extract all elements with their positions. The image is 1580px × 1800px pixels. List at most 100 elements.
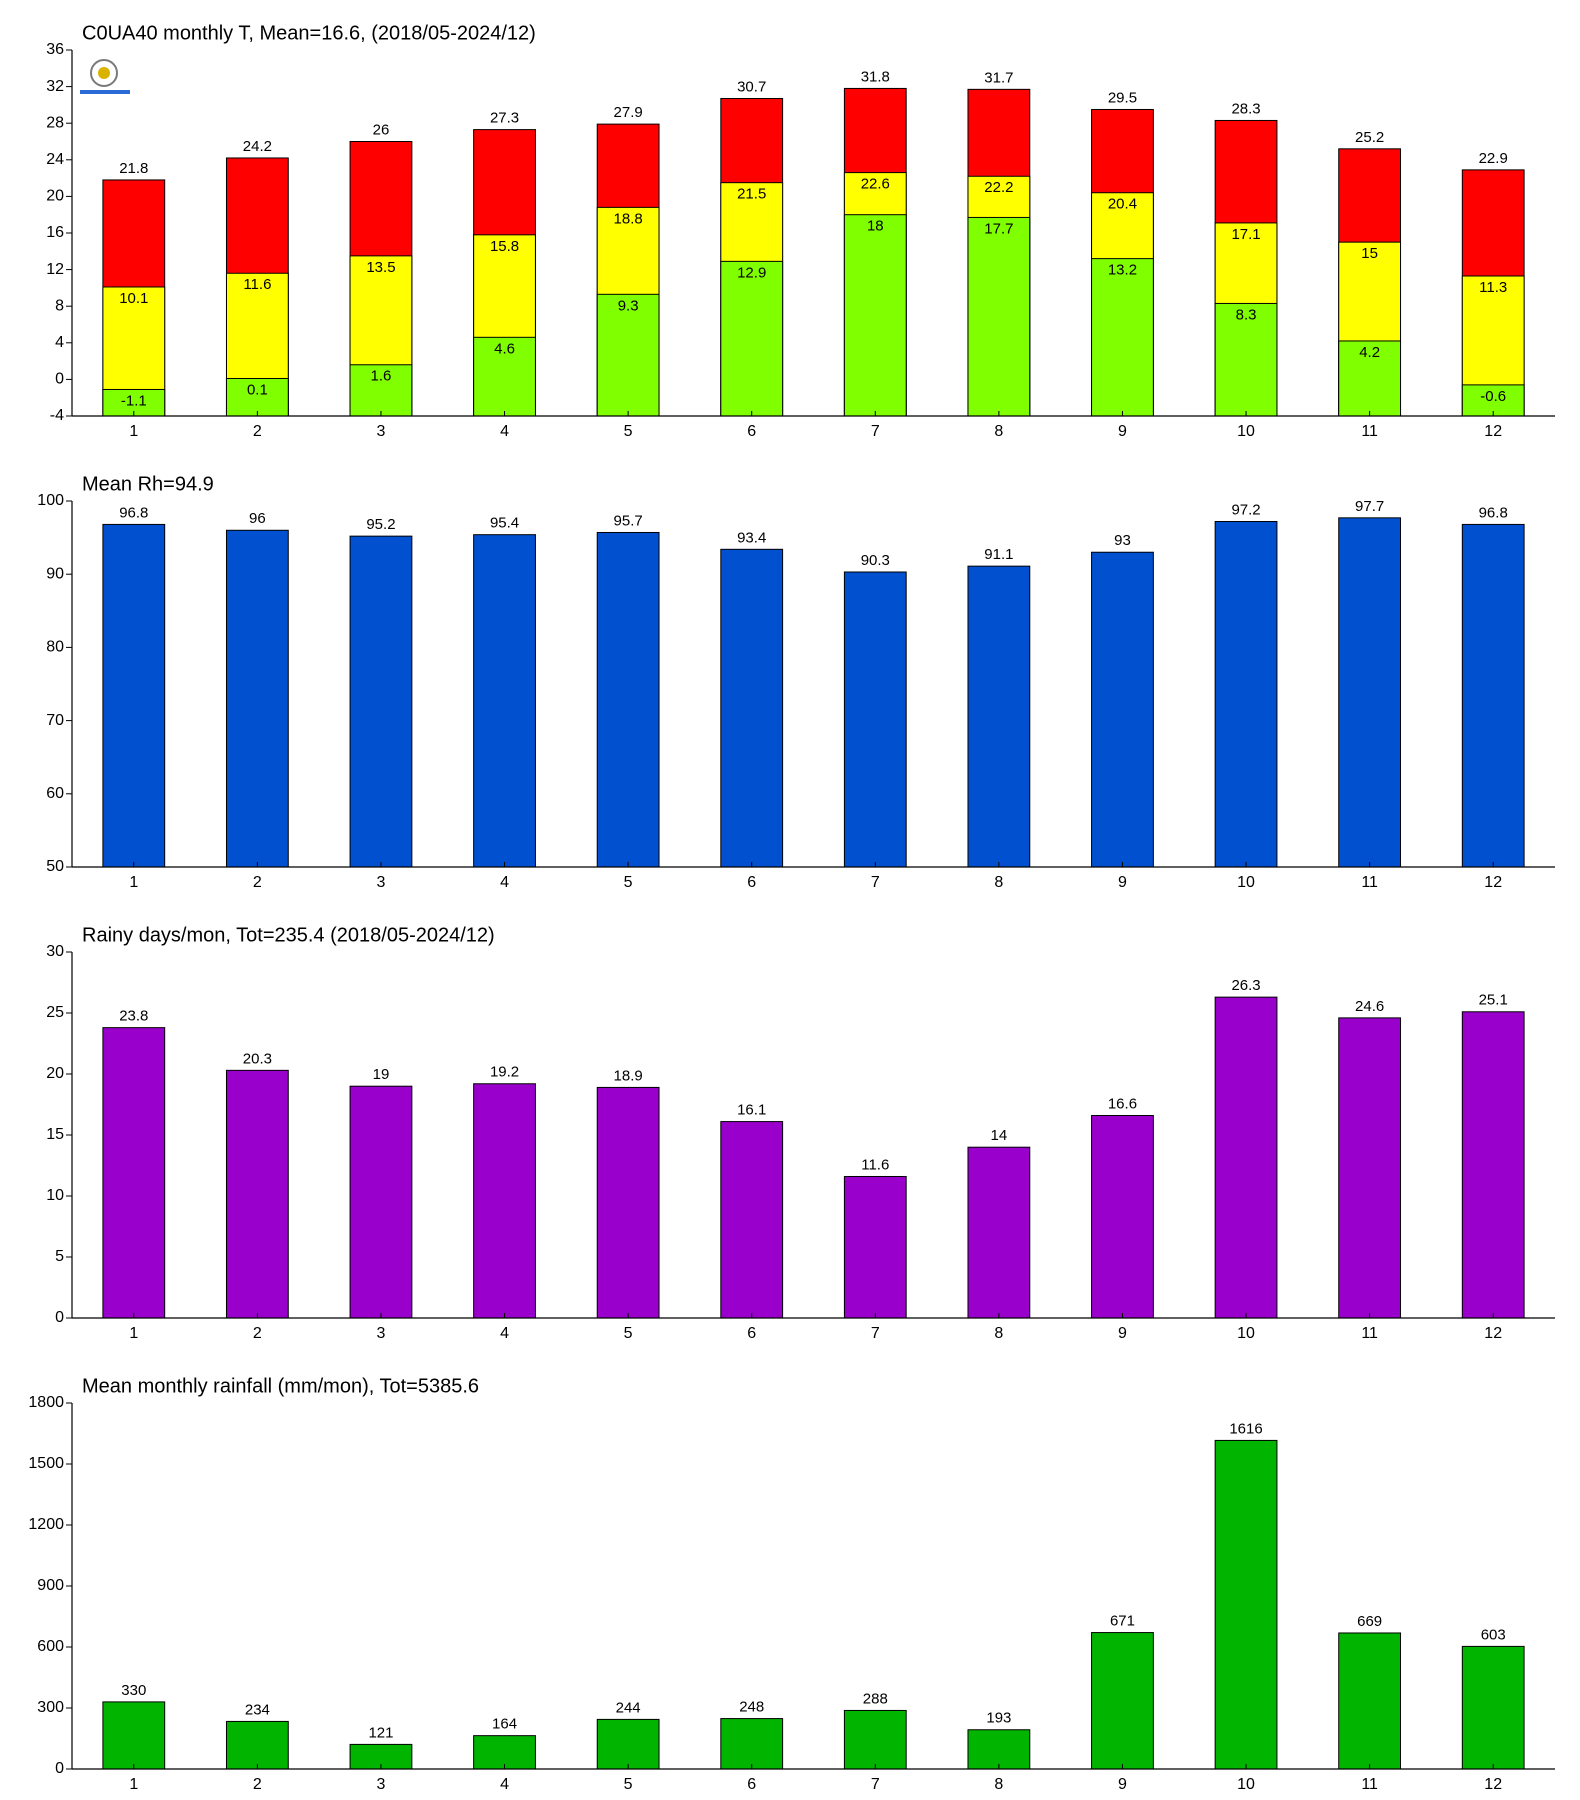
x-tick-label: 10 xyxy=(1237,1776,1255,1793)
x-tick-label: 6 xyxy=(747,874,756,891)
value-label: 603 xyxy=(1481,1626,1506,1643)
value-label: 96 xyxy=(249,510,266,527)
bar xyxy=(720,1121,784,1319)
value-label: 164 xyxy=(492,1716,517,1733)
value-label: 4.2 xyxy=(1359,344,1380,361)
bar xyxy=(1214,520,1278,868)
bar xyxy=(1214,302,1278,417)
x-tick-label: 3 xyxy=(377,1325,386,1342)
y-tick-label: 90 xyxy=(46,565,64,582)
value-label: 22.2 xyxy=(984,179,1013,196)
y-tick-label: 20 xyxy=(46,1065,64,1082)
x-tick-label: 11 xyxy=(1361,1325,1378,1342)
value-label: 18.9 xyxy=(614,1067,643,1084)
bar xyxy=(1091,1632,1154,1770)
bar xyxy=(349,364,413,417)
bar xyxy=(967,216,1031,417)
x-tick-label: 7 xyxy=(871,874,880,891)
bar xyxy=(1338,1017,1402,1319)
x-tick-label: 9 xyxy=(1118,423,1127,440)
x-tick-label: 1 xyxy=(129,1776,138,1793)
value-label: 28.3 xyxy=(1231,100,1260,117)
y-tick-label: 24 xyxy=(46,151,64,168)
chart-title: Mean monthly rainfall (mm/mon), Tot=5385… xyxy=(82,1375,479,1397)
x-tick-label: 3 xyxy=(377,874,386,891)
value-label: 19 xyxy=(373,1066,390,1083)
value-label: 95.2 xyxy=(366,516,395,533)
value-label: 244 xyxy=(616,1699,641,1716)
x-tick-label: 11 xyxy=(1361,423,1378,440)
bar xyxy=(720,548,784,868)
bar xyxy=(1338,340,1402,417)
chart-title: Mean Rh=94.9 xyxy=(82,473,214,495)
x-tick-label: 4 xyxy=(500,423,509,440)
value-label: 26.3 xyxy=(1231,977,1260,994)
chart-title: C0UA40 monthly T, Mean=16.6, (2018/05-20… xyxy=(82,22,536,44)
x-tick-label: 10 xyxy=(1237,874,1255,891)
value-label: 26 xyxy=(373,121,390,138)
y-tick-label: 12 xyxy=(46,261,64,278)
x-tick-label: 6 xyxy=(747,1776,756,1793)
value-label: 193 xyxy=(986,1710,1011,1727)
value-label: 18 xyxy=(867,218,884,235)
y-tick-label: 1200 xyxy=(28,1516,64,1533)
value-label: 11.3 xyxy=(1479,279,1507,296)
y-tick-label: 32 xyxy=(46,78,64,95)
value-label: 22.9 xyxy=(1479,150,1508,167)
y-tick-label: 70 xyxy=(46,712,64,729)
x-tick-label: 8 xyxy=(994,874,1003,891)
bar xyxy=(967,1729,1031,1770)
value-label: 95.4 xyxy=(490,515,519,532)
value-label: 671 xyxy=(1110,1613,1135,1630)
value-label: 97.2 xyxy=(1231,501,1260,518)
y-tick-label: 15 xyxy=(46,1126,64,1143)
value-label: 93.4 xyxy=(737,529,766,546)
x-tick-label: 1 xyxy=(129,1325,138,1342)
x-tick-label: 9 xyxy=(1118,1325,1127,1342)
value-label: 21.8 xyxy=(119,160,148,177)
x-tick-label: 6 xyxy=(747,423,756,440)
bar xyxy=(473,336,536,417)
value-label: 95.7 xyxy=(614,512,643,529)
bar xyxy=(225,377,289,417)
x-tick-label: 6 xyxy=(747,1325,756,1342)
x-tick-label: 2 xyxy=(253,1776,262,1793)
bar xyxy=(1461,1645,1525,1770)
bar xyxy=(349,535,413,868)
value-label: 29.5 xyxy=(1108,89,1137,106)
value-label: 97.7 xyxy=(1355,498,1384,515)
bar xyxy=(102,1701,166,1770)
value-label: 1.6 xyxy=(371,368,392,385)
value-label: 11.6 xyxy=(861,1156,889,1173)
x-tick-label: 5 xyxy=(624,423,633,440)
bar xyxy=(1091,1114,1154,1319)
bar xyxy=(1338,1632,1402,1770)
bar xyxy=(596,293,660,417)
bar xyxy=(1461,523,1525,868)
x-tick-label: 8 xyxy=(994,1325,1003,1342)
bar xyxy=(596,531,660,868)
value-label: 9.3 xyxy=(618,297,639,314)
y-tick-label: 100 xyxy=(37,492,64,509)
value-label: 11.6 xyxy=(243,276,271,293)
bar xyxy=(473,1083,536,1319)
value-label: 18.8 xyxy=(614,210,643,227)
bar xyxy=(843,214,907,417)
y-tick-label: 80 xyxy=(46,639,64,656)
value-label: 13.5 xyxy=(366,259,395,276)
y-tick-label: -4 xyxy=(50,407,64,424)
bar xyxy=(102,1027,166,1319)
value-label: 93 xyxy=(1114,532,1131,549)
value-label: 121 xyxy=(368,1724,393,1741)
bar xyxy=(225,529,289,868)
value-label: 288 xyxy=(863,1690,888,1707)
x-tick-label: 12 xyxy=(1484,1325,1502,1342)
y-tick-label: 5 xyxy=(55,1248,64,1265)
bar xyxy=(843,571,907,868)
bar xyxy=(349,1085,413,1319)
y-tick-label: 20 xyxy=(46,188,64,205)
bar xyxy=(473,1735,536,1770)
value-label: 17.7 xyxy=(984,220,1013,237)
value-label: 27.3 xyxy=(490,110,519,127)
